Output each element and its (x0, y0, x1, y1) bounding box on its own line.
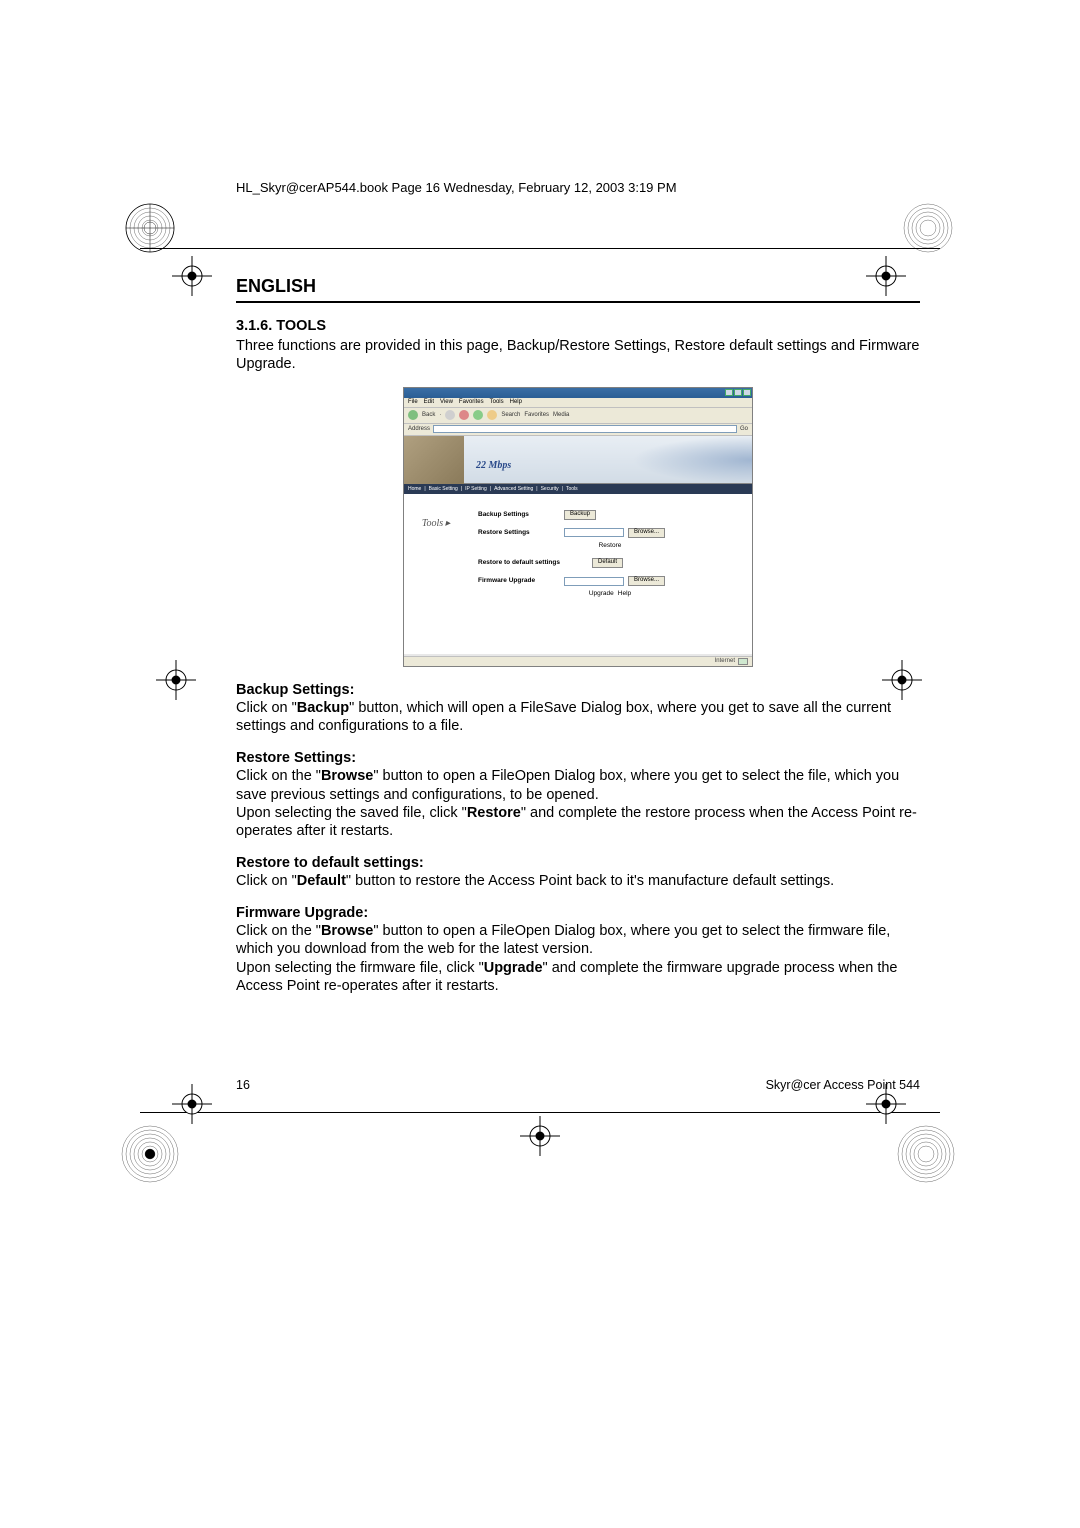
banner-wave-graphic (632, 436, 752, 484)
bold-term: Browse (321, 923, 373, 939)
registration-mark-bottom-left (112, 1110, 192, 1195)
bold-term: Upgrade (484, 960, 543, 976)
back-label[interactable]: Back (422, 412, 435, 420)
search-label[interactable]: Search (501, 412, 520, 420)
restore-label: Restore Settings (478, 529, 560, 537)
browser-window: File Edit View Favorites Tools Help Back… (403, 387, 753, 667)
crosshair-bottom-center (520, 1116, 560, 1161)
back-icon[interactable] (408, 410, 418, 420)
side-label-text: Tools (422, 518, 443, 531)
language-heading: ENGLISH (236, 275, 920, 303)
media-label[interactable]: Media (553, 412, 569, 420)
text: Click on " (236, 700, 297, 716)
tab-security[interactable]: Security (541, 486, 559, 492)
tab-basic[interactable]: Basic Setting (429, 486, 458, 492)
restore-file-input[interactable] (564, 528, 624, 537)
crop-rule-bottom (140, 1112, 940, 1113)
address-bar: Address Go (404, 424, 752, 436)
text: Click on the " (236, 923, 321, 939)
backup-heading: Backup Settings: (236, 681, 920, 699)
tools-form: Backup Settings Backup Restore Settings … (468, 494, 752, 654)
restore-heading: Restore Settings: (236, 749, 920, 767)
section-heading: 3.1.6. TOOLS (236, 317, 920, 335)
page-banner: 22 Mbps (404, 436, 752, 484)
menu-view[interactable]: View (440, 399, 453, 407)
text: Upon selecting the saved file, click " (236, 805, 467, 821)
forward-icon[interactable] (445, 410, 455, 420)
favorites-label[interactable]: Favorites (524, 412, 549, 420)
tab-ip[interactable]: IP Setting (465, 486, 487, 492)
text: Upon selecting the firmware file, click … (236, 960, 484, 976)
banner-title: 22 Mbps (476, 460, 511, 473)
default-paragraph: Click on "Default" button to restore the… (236, 872, 920, 890)
address-label: Address (408, 426, 430, 434)
running-header: HL_Skyr@cerAP544.book Page 16 Wednesday,… (140, 180, 940, 195)
menu-tools[interactable]: Tools (490, 399, 504, 407)
restore-browse-button[interactable]: Browse... (628, 528, 665, 538)
bold-term: Browse (321, 768, 373, 784)
go-button[interactable]: Go (740, 426, 748, 434)
close-icon[interactable] (743, 389, 751, 396)
firmware-heading: Firmware Upgrade: (236, 904, 920, 922)
maximize-icon[interactable] (734, 389, 742, 396)
firmware-browse-button[interactable]: Browse... (628, 576, 665, 586)
menu-favorites[interactable]: Favorites (459, 399, 484, 407)
minimize-icon[interactable] (725, 389, 733, 396)
default-button[interactable]: Default (592, 558, 623, 568)
page-number: 16 (236, 1078, 250, 1092)
banner-photo (404, 436, 464, 484)
side-label: Tools ▸ (404, 494, 468, 654)
menu-bar: File Edit View Favorites Tools Help (404, 398, 752, 408)
text: " button to restore the Access Point bac… (346, 873, 834, 889)
bold-term: Default (297, 873, 346, 889)
firmware-paragraph-1: Click on the "Browse" button to open a F… (236, 922, 920, 958)
status-bar: Internet (404, 656, 752, 666)
menu-help[interactable]: Help (510, 399, 522, 407)
toolbar: Back · Search Favorites Media (404, 408, 752, 424)
intro-paragraph: Three functions are provided in this pag… (236, 337, 920, 373)
backup-paragraph: Click on "Backup" button, which will ope… (236, 699, 920, 735)
backup-label: Backup Settings (478, 511, 560, 519)
restore-paragraph-2: Upon selecting the saved file, click "Re… (236, 804, 920, 840)
default-label: Restore to default settings (478, 559, 588, 567)
bold-term: Backup (297, 700, 349, 716)
refresh-icon[interactable] (473, 410, 483, 420)
stop-icon[interactable] (459, 410, 469, 420)
firmware-file-input[interactable] (564, 577, 624, 586)
tab-tools[interactable]: Tools (566, 486, 578, 492)
text: Click on " (236, 873, 297, 889)
screenshot-figure: File Edit View Favorites Tools Help Back… (236, 387, 920, 667)
page-footer: 16 Skyr@cer Access Point 544 (236, 1078, 920, 1092)
default-heading: Restore to default settings: (236, 854, 920, 872)
help-button[interactable]: Help (618, 590, 631, 598)
upgrade-button[interactable]: Upgrade (589, 590, 614, 598)
firmware-paragraph-2: Upon selecting the firmware file, click … (236, 959, 920, 995)
firmware-label: Firmware Upgrade (478, 577, 560, 585)
restore-button[interactable]: Restore (599, 542, 622, 550)
text: Click on the " (236, 768, 321, 784)
restore-paragraph-1: Click on the "Browse" button to open a F… (236, 767, 920, 803)
window-titlebar (404, 388, 752, 398)
status-internet-label: Internet (715, 658, 735, 666)
registration-mark-bottom-right (886, 1110, 966, 1195)
bold-term: Restore (467, 805, 521, 821)
page: HL_Skyr@cerAP544.book Page 16 Wednesday,… (140, 180, 940, 1009)
content-area: ENGLISH 3.1.6. TOOLS Three functions are… (140, 275, 940, 995)
page-body: Tools ▸ Backup Settings Backup Restore S… (404, 494, 752, 654)
tab-home[interactable]: Home (408, 486, 421, 492)
product-name: Skyr@cer Access Point 544 (766, 1078, 920, 1092)
menu-file[interactable]: File (408, 399, 418, 407)
menu-edit[interactable]: Edit (424, 399, 434, 407)
backup-button[interactable]: Backup (564, 510, 596, 520)
nav-tabs: Home| Basic Setting| IP Setting| Advance… (404, 484, 752, 494)
tab-advanced[interactable]: Advanced Setting (494, 486, 533, 492)
crosshair-bottom-left (172, 1084, 212, 1129)
home-icon[interactable] (487, 410, 497, 420)
internet-zone-icon (738, 658, 748, 665)
address-input[interactable] (433, 425, 737, 433)
